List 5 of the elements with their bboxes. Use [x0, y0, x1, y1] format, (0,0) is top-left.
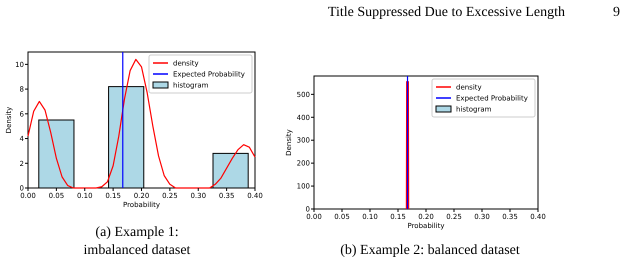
text: Title Suppressed Due to Excessive Length	[328, 5, 565, 20]
line-series	[27, 58, 256, 189]
text: (a) Example 1: imbalanced dataset	[84, 225, 191, 258]
text: (b) Example 2: balanced dataset	[340, 243, 520, 258]
text: 9	[613, 5, 620, 20]
